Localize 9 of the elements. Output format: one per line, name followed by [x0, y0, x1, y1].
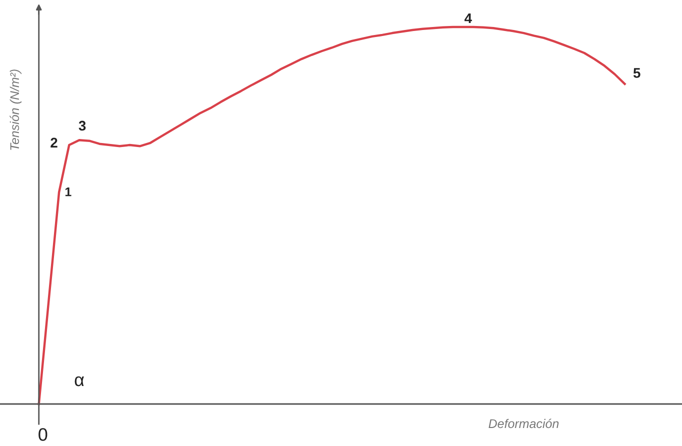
annotation: 2: [50, 138, 58, 148]
y-axis-title: Tensión (N/m²): [10, 70, 22, 150]
annotation: α: [74, 376, 84, 386]
annotation: 1: [65, 188, 72, 196]
text: 0: [38, 428, 48, 441]
x-axis-title: Deformación: [488, 418, 559, 428]
text: 5: [633, 68, 640, 78]
annotation: 3: [78, 120, 86, 131]
text: 4: [464, 13, 472, 24]
